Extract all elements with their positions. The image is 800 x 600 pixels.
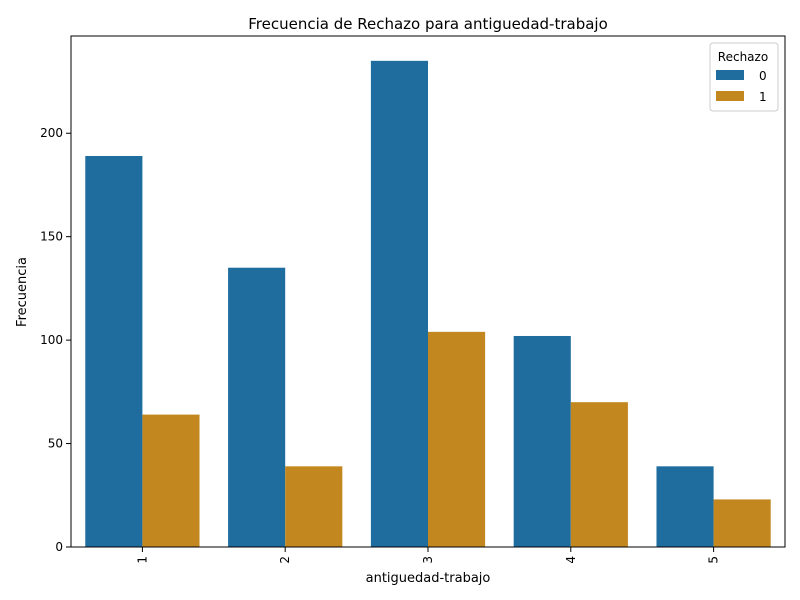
x-axis-ticks: 1 2 3 4 5 <box>135 547 721 564</box>
legend-label-0: 0 <box>759 69 767 83</box>
bar-series-1-cat-2 <box>285 466 343 547</box>
legend: Rechazo 01 <box>709 42 779 112</box>
y-tick-label: 200 <box>40 126 63 140</box>
y-tick-label: 0 <box>55 540 63 554</box>
legend-swatch-0 <box>716 70 744 80</box>
bar-series-0-cat-4 <box>513 335 571 547</box>
bar-series-1-cat-1 <box>142 414 200 547</box>
y-axis-title: Frecuencia <box>15 257 30 327</box>
chart-title: Frecuencia de Rechazo para antiguedad-tr… <box>248 15 608 33</box>
x-tick-label: 5 <box>707 556 721 564</box>
x-tick-label: 3 <box>421 556 435 564</box>
x-axis-title: antiguedad-trabajo <box>366 571 491 586</box>
legend-label-1: 1 <box>759 90 767 104</box>
y-tick-label: 50 <box>48 437 63 451</box>
bar-series-0-cat-5 <box>656 466 714 547</box>
legend-items: 01 <box>716 69 767 104</box>
bar-series-1-cat-4 <box>570 402 628 547</box>
bar-series-0-cat-3 <box>370 60 428 547</box>
y-tick-label: 100 <box>40 333 63 347</box>
bar-series-1-cat-5 <box>713 499 771 547</box>
y-axis-ticks: 0 50 100 150 200 <box>40 126 71 554</box>
bar-series-0-cat-2 <box>228 267 286 547</box>
legend-title: Rechazo <box>718 50 768 64</box>
y-tick-label: 150 <box>40 230 63 244</box>
bar-series-1-cat-3 <box>428 331 486 547</box>
x-tick-label: 4 <box>564 556 578 564</box>
bars-group <box>85 60 771 548</box>
x-tick-label: 2 <box>278 556 292 564</box>
bar-series-0-cat-1 <box>85 155 143 548</box>
x-tick-label: 1 <box>135 556 149 564</box>
legend-swatch-1 <box>716 91 744 101</box>
